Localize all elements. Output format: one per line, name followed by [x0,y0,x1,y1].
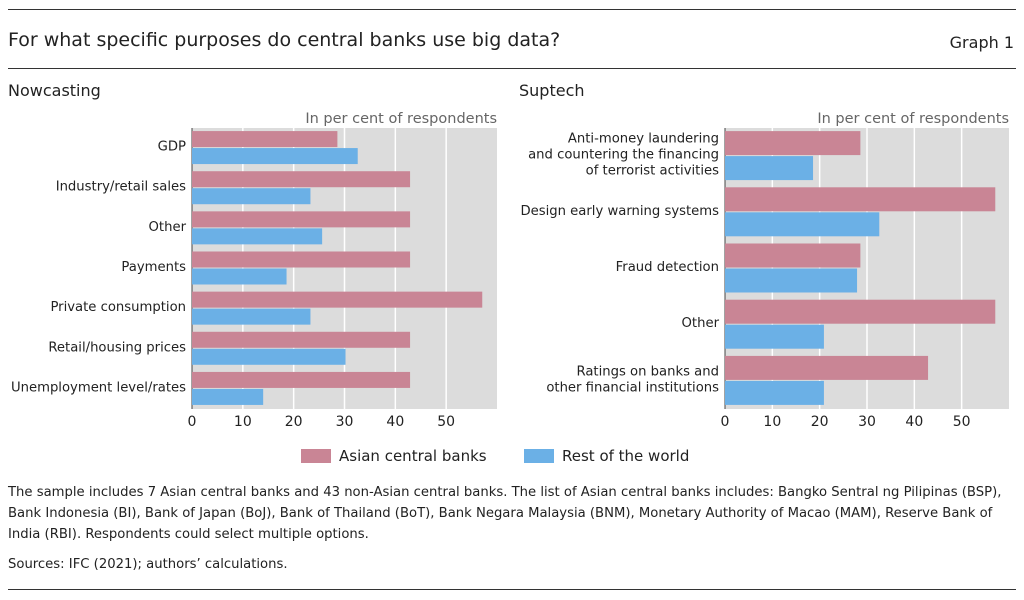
chart2-bar-asian [725,131,861,156]
page-title: For what specific purposes do central ba… [8,29,561,51]
top-rule [8,9,1016,10]
chart2-category-label: Fraud detection [616,260,719,275]
chart2-bar-rest [725,268,858,293]
sources-note: Sources: IFC (2021); authors’ calculatio… [8,557,288,572]
legend-item-asian: Asian central banks [301,446,487,466]
chart2-tick-label: 10 [763,414,781,430]
chart2-tick-label: 30 [858,414,876,430]
legend-swatch-asian [301,449,331,463]
chart1-bar-asian [192,171,411,188]
chart2-category-label: Design early warning systems [520,204,719,219]
chart1-bar-asian [192,371,411,388]
chart1-unit-label: In per cent of respondents [305,111,497,127]
chart1-title: Nowcasting [8,81,101,100]
graph-label: Graph 1 [949,33,1014,52]
chart1-bar-rest [192,308,311,325]
chart2-bar-rest [725,324,824,349]
chart1-bar-asian [192,331,411,348]
chart1-bar-rest [192,348,346,365]
chart2-bar-asian [725,187,996,212]
chart1-bar-rest [192,388,264,405]
chart2-bar-asian [725,243,861,268]
legend-label-asian: Asian central banks [339,447,487,465]
chart2-tick-label: 40 [905,414,923,430]
chart1-category-label: Unemployment level/rates [11,380,186,395]
chart1-category-label: Private consumption [50,300,186,315]
chart1-bar-asian [192,251,411,268]
bottom-rule [8,589,1016,590]
chart1-bar-rest [192,228,323,245]
chart1-bar-rest [192,188,311,205]
chart1-tick-label: 0 [188,414,197,430]
chart2-category-label: Anti-money laundering [568,132,719,147]
chart1-bar-asian [192,291,483,308]
chart2-category-label: Other [682,316,720,331]
legend-label-rest: Rest of the world [562,447,690,465]
chart2-tick-label: 50 [953,414,971,430]
chart1-tick-label: 30 [336,414,354,430]
chart1-category-label: GDP [158,140,186,155]
chart1-category-label: Other [149,220,187,235]
chart1-bar-rest [192,268,287,285]
chart2-tick-label: 20 [811,414,829,430]
chart1-category-label: Retail/housing prices [48,340,186,355]
chart1-tick-label: 20 [285,414,303,430]
chart1-bar-rest [192,148,358,165]
chart2-tick-label: 0 [721,414,730,430]
chart1-tick-label: 10 [234,414,252,430]
chart2-unit-label: In per cent of respondents [817,111,1009,127]
title-rule [8,68,1016,69]
chart2-bar-rest [725,156,814,181]
chart1-category-label: Payments [121,260,186,275]
footnote: The sample includes 7 Asian central bank… [8,485,1002,542]
chart2-title: Suptech [519,81,585,100]
chart2-category-label: and countering the financing [528,148,719,163]
chart1-category-label: Industry/retail sales [56,180,186,195]
legend-item-rest: Rest of the world [524,446,689,466]
chart2-bar-rest [725,212,880,237]
chart1-bar-asian [192,131,338,148]
chart1-tick-label: 40 [386,414,404,430]
chart1-tick-label: 50 [437,414,455,430]
chart1-bar-asian [192,211,411,228]
chart2-bar-rest [725,380,824,405]
chart2-category-label: of terrorist activities [586,164,719,179]
chart2-bar-asian [725,355,929,380]
charts-area: Nowcasting In per cent of respondents 0 10 2… [8,81,1009,430]
chart2-bar-asian [725,299,996,324]
chart2-category-label: Ratings on banks and [576,364,719,379]
legend-swatch-rest [524,449,554,463]
chart2-category-label: other financial institutions [546,380,719,395]
